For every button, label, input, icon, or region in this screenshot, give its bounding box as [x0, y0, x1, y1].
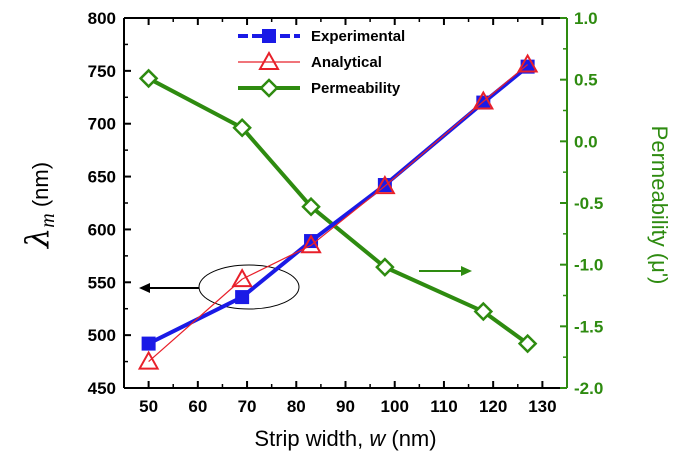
y-axis-title-symbol: λ	[18, 228, 56, 250]
y2-axis-title-text: Permeability (μ')	[647, 126, 672, 285]
data-point-permeability	[517, 333, 538, 354]
y-axis-title: λm (nm)	[18, 162, 59, 250]
data-point-analytical	[258, 50, 280, 70]
series-line-analytical	[148, 64, 529, 363]
y-tick-label: 650	[88, 168, 116, 187]
x-tick-label: 110	[430, 397, 457, 416]
y-tick-label: 800	[88, 9, 116, 28]
data-point-analytical	[516, 53, 539, 73]
data-point-analytical	[137, 350, 160, 370]
data-point-permeability	[473, 301, 494, 322]
series-permeability	[138, 68, 538, 354]
data-point-experimental	[304, 234, 319, 249]
y2-tick-label: -2.0	[574, 379, 603, 398]
y-tick-label: 500	[88, 326, 116, 345]
data-point-analytical	[374, 175, 396, 195]
y-tick-label: 750	[88, 62, 116, 81]
data-point-permeability	[301, 196, 321, 217]
y2-axis-title: Permeability (μ')	[647, 126, 672, 285]
x-axis-title: Strip width, w (nm)	[254, 426, 436, 451]
series-analytical	[137, 53, 539, 370]
series-line-permeability	[147, 76, 529, 346]
y-axis-title-text: λm (nm)	[18, 162, 59, 250]
data-point-analytical	[300, 234, 322, 254]
y2-tick-label: -1.0	[574, 256, 603, 275]
x-axis-title-var: w	[369, 426, 387, 451]
x-axis-title-prefix: Strip width,	[254, 426, 369, 451]
y-tick-label: 700	[88, 115, 116, 134]
y-tick-label: 600	[88, 220, 116, 239]
data-point-permeability	[259, 78, 279, 98]
y-tick-label: 450	[88, 379, 116, 398]
data-point-permeability	[138, 68, 159, 89]
y2-tick-label: 0.0	[574, 132, 598, 151]
series-line-experimental	[147, 65, 529, 346]
legend: Experimental Analytical Permeability	[238, 28, 405, 98]
data-point-experimental	[235, 290, 250, 305]
x-tick-label: 120	[479, 397, 507, 416]
legend-label-experimental: Experimental	[311, 28, 405, 45]
x-tick-label: 80	[287, 397, 306, 416]
data-point-experimental	[141, 336, 156, 351]
y-axis-title-subscript: m	[37, 213, 59, 227]
x-tick-label: 100	[381, 397, 409, 416]
data-point-analytical	[231, 268, 253, 288]
data-point-experimental	[262, 29, 276, 43]
y2-tick-label: -1.5	[574, 317, 603, 336]
x-tick-label: 70	[238, 397, 257, 416]
data-point-permeability	[232, 117, 252, 138]
legend-label-permeability: Permeability	[311, 80, 401, 97]
x-tick-label: 60	[188, 397, 207, 416]
data-point-permeability	[375, 257, 395, 277]
x-tick-label: 130	[528, 397, 556, 416]
right-arrow-head	[461, 266, 472, 276]
x-axis-title-unit: (nm)	[385, 426, 436, 451]
y2-tick-label: 1.0	[574, 9, 598, 28]
y2-tick-label: 0.5	[574, 71, 598, 90]
x-tick-label: 50	[139, 397, 158, 416]
y-axis-title-unit: (nm)	[28, 162, 53, 213]
legend-label-analytical: Analytical	[311, 54, 382, 71]
y2-tick-label: -0.5	[574, 194, 603, 213]
x-tick-label: 90	[336, 397, 355, 416]
y-tick-label: 550	[88, 273, 116, 292]
data-point-analytical	[472, 90, 495, 110]
left-arrow-head	[139, 283, 150, 293]
